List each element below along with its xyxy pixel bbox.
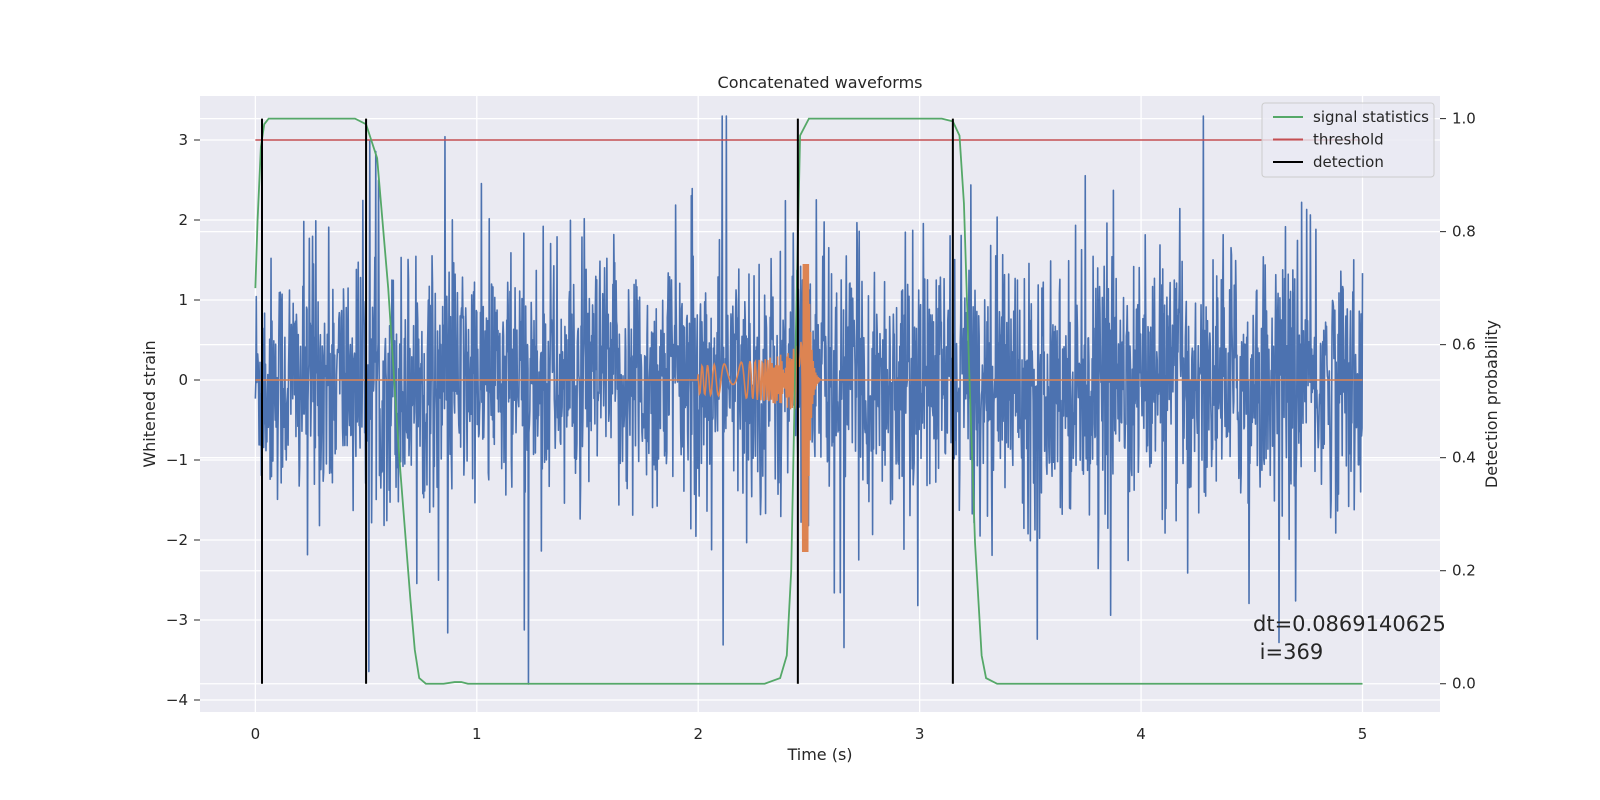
legend-box <box>1261 102 1435 178</box>
x-tick-label: 3 <box>915 725 925 743</box>
legend: signal statistics threshold detection <box>1261 102 1435 178</box>
series-injected-signal <box>255 263 1363 553</box>
x-axis-label: Time (s) <box>786 745 852 764</box>
x-tick-label: 4 <box>1136 725 1146 743</box>
x-tick-label: 5 <box>1358 725 1368 743</box>
x-tick-label: 0 <box>251 725 261 743</box>
y-tick-label: −3 <box>166 611 188 629</box>
y-tick-label: 0 <box>178 371 188 389</box>
y-tick-label: −4 <box>166 691 188 709</box>
legend-label: detection <box>1313 153 1384 171</box>
y2-tick-label: 0.2 <box>1452 562 1476 580</box>
ticks: 0 1 2 3 4 5 −4 −3 −2 −1 0 1 2 3 0.0 0.2 0.4 0.6 0.8 1.0 <box>166 110 1476 743</box>
y-tick-label: −2 <box>166 531 188 549</box>
annotation-i: i=369 <box>1253 640 1323 664</box>
legend-label: threshold <box>1313 131 1384 149</box>
y-tick-label: 2 <box>178 211 188 229</box>
y2-tick-label: 0.6 <box>1452 336 1476 354</box>
y-tick-label: 3 <box>178 131 188 149</box>
chart-title: Concatenated waveforms <box>718 73 923 92</box>
y2-tick-label: 0.8 <box>1452 223 1476 241</box>
grid <box>200 96 1440 712</box>
y-tick-label: 1 <box>178 291 188 309</box>
x-tick-label: 2 <box>693 725 703 743</box>
y2-tick-label: 0.0 <box>1452 675 1476 693</box>
series-layer <box>254 115 1364 685</box>
y2-tick-label: 1.0 <box>1452 110 1476 128</box>
y-axis-label: Whitened strain <box>140 340 159 467</box>
x-tick-label: 1 <box>472 725 482 743</box>
annotation-dt: dt=0.0869140625 <box>1253 612 1446 636</box>
series-signal-statistics <box>254 117 1363 685</box>
y2-tick-label: 0.4 <box>1452 449 1476 467</box>
legend-label: signal statistics <box>1313 108 1429 126</box>
y-tick-label: −1 <box>166 451 188 469</box>
y2-axis-label: Detection probability <box>1482 320 1501 488</box>
